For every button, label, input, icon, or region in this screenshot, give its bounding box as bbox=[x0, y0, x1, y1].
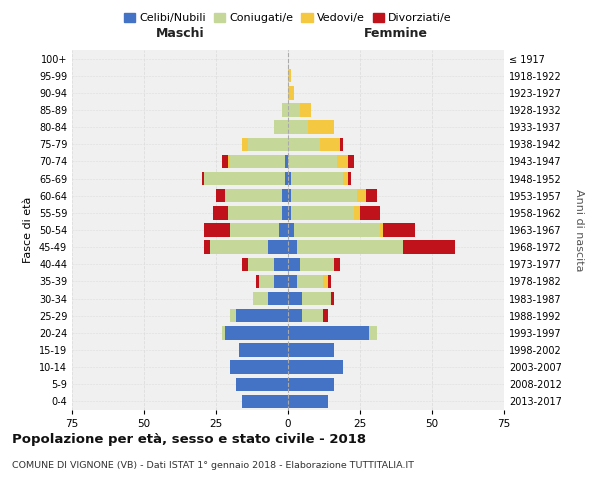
Bar bbox=[205, 172, 285, 186]
Bar bbox=[256, 274, 259, 288]
Bar bbox=[227, 206, 282, 220]
Bar bbox=[302, 309, 323, 322]
Bar bbox=[291, 189, 357, 202]
Bar bbox=[213, 206, 227, 220]
Bar bbox=[299, 104, 311, 117]
Bar bbox=[288, 69, 291, 82]
Bar bbox=[242, 394, 288, 408]
Bar bbox=[368, 326, 377, 340]
Bar bbox=[288, 292, 302, 306]
Bar bbox=[299, 258, 334, 271]
Bar bbox=[288, 154, 337, 168]
Bar bbox=[291, 172, 343, 186]
Bar bbox=[259, 274, 274, 288]
Bar bbox=[294, 224, 380, 236]
Bar bbox=[380, 224, 383, 236]
Bar bbox=[288, 224, 294, 236]
Bar bbox=[288, 274, 296, 288]
Text: Femmine: Femmine bbox=[364, 26, 428, 40]
Bar bbox=[288, 189, 291, 202]
Bar bbox=[210, 240, 268, 254]
Bar bbox=[334, 258, 340, 271]
Bar bbox=[349, 172, 352, 186]
Text: Maschi: Maschi bbox=[155, 26, 205, 40]
Bar bbox=[216, 189, 224, 202]
Text: Popolazione per età, sesso e stato civile - 2018: Popolazione per età, sesso e stato civil… bbox=[12, 432, 366, 446]
Bar bbox=[288, 258, 299, 271]
Bar bbox=[288, 378, 334, 391]
Bar bbox=[308, 120, 334, 134]
Bar bbox=[230, 224, 280, 236]
Bar bbox=[296, 240, 403, 254]
Bar bbox=[288, 360, 343, 374]
Bar bbox=[288, 240, 296, 254]
Bar bbox=[253, 292, 268, 306]
Bar bbox=[288, 344, 334, 356]
Bar bbox=[236, 378, 288, 391]
Bar bbox=[296, 274, 323, 288]
Bar bbox=[288, 206, 291, 220]
Bar bbox=[323, 309, 328, 322]
Bar bbox=[288, 326, 368, 340]
Bar bbox=[202, 172, 205, 186]
Bar bbox=[302, 292, 331, 306]
Bar bbox=[242, 258, 248, 271]
Bar bbox=[288, 309, 302, 322]
Bar bbox=[360, 206, 380, 220]
Bar bbox=[224, 189, 282, 202]
Bar bbox=[282, 189, 288, 202]
Bar bbox=[282, 206, 288, 220]
Bar bbox=[383, 224, 415, 236]
Bar bbox=[205, 224, 230, 236]
Bar bbox=[288, 104, 299, 117]
Bar bbox=[274, 274, 288, 288]
Bar bbox=[230, 154, 285, 168]
Y-axis label: Anni di nascita: Anni di nascita bbox=[574, 188, 584, 271]
Bar bbox=[268, 240, 288, 254]
Bar bbox=[320, 138, 340, 151]
Bar bbox=[337, 154, 349, 168]
Bar bbox=[366, 189, 377, 202]
Bar bbox=[222, 154, 227, 168]
Bar bbox=[288, 120, 308, 134]
Bar bbox=[248, 138, 288, 151]
Bar bbox=[224, 326, 288, 340]
Bar bbox=[291, 206, 354, 220]
Bar bbox=[205, 240, 210, 254]
Bar bbox=[274, 258, 288, 271]
Bar bbox=[248, 258, 274, 271]
Bar bbox=[282, 104, 288, 117]
Bar bbox=[343, 172, 349, 186]
Text: COMUNE DI VIGNONE (VB) - Dati ISTAT 1° gennaio 2018 - Elaborazione TUTTITALIA.IT: COMUNE DI VIGNONE (VB) - Dati ISTAT 1° g… bbox=[12, 461, 414, 470]
Bar bbox=[230, 309, 236, 322]
Bar bbox=[288, 138, 320, 151]
Bar bbox=[349, 154, 354, 168]
Bar bbox=[288, 172, 291, 186]
Bar bbox=[236, 309, 288, 322]
Bar bbox=[357, 189, 366, 202]
Bar bbox=[230, 360, 288, 374]
Bar bbox=[403, 240, 455, 254]
Bar bbox=[227, 154, 230, 168]
Bar bbox=[323, 274, 328, 288]
Bar bbox=[274, 120, 288, 134]
Bar bbox=[280, 224, 288, 236]
Bar bbox=[239, 344, 288, 356]
Legend: Celibi/Nubili, Coniugati/e, Vedovi/e, Divorziati/e: Celibi/Nubili, Coniugati/e, Vedovi/e, Di… bbox=[122, 10, 454, 26]
Bar bbox=[242, 138, 248, 151]
Bar bbox=[331, 292, 334, 306]
Bar bbox=[354, 206, 360, 220]
Y-axis label: Fasce di età: Fasce di età bbox=[23, 197, 33, 263]
Bar bbox=[222, 326, 224, 340]
Bar bbox=[288, 394, 328, 408]
Bar bbox=[285, 172, 288, 186]
Bar bbox=[288, 86, 294, 100]
Bar bbox=[268, 292, 288, 306]
Bar bbox=[340, 138, 343, 151]
Bar bbox=[285, 154, 288, 168]
Bar bbox=[328, 274, 331, 288]
